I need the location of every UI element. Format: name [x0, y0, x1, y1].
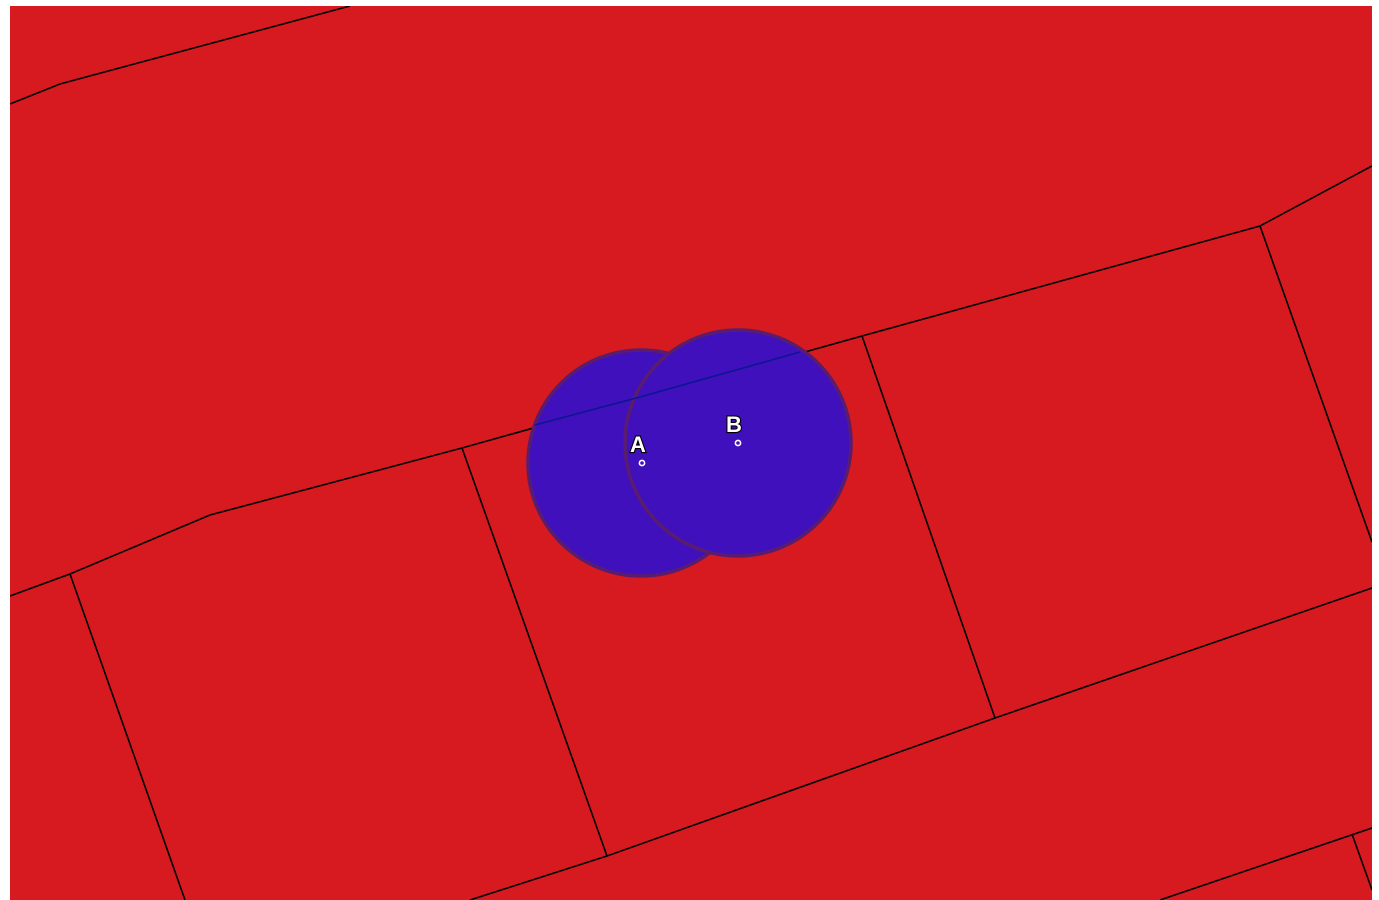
- parcel-boundary-line: [10, 6, 351, 105]
- parcel-boundary-line: [1259, 225, 1372, 543]
- point-b-marker[interactable]: [734, 439, 742, 447]
- parcel-boundary-line: [69, 573, 186, 900]
- parcel-boundary-line: [861, 335, 996, 719]
- parcel-boundary-through-buffer: [534, 351, 801, 426]
- point-a-marker[interactable]: [638, 459, 646, 467]
- parcel-boundary-line: [1159, 827, 1372, 900]
- parcel-boundary-line: [1351, 833, 1372, 891]
- parcel-boundary-line: [469, 587, 1372, 900]
- parcel-boundaries: [10, 6, 1372, 900]
- point-a-label: A: [630, 432, 646, 457]
- parcel-boundary-line: [461, 447, 608, 857]
- point-b-label: B: [726, 412, 742, 437]
